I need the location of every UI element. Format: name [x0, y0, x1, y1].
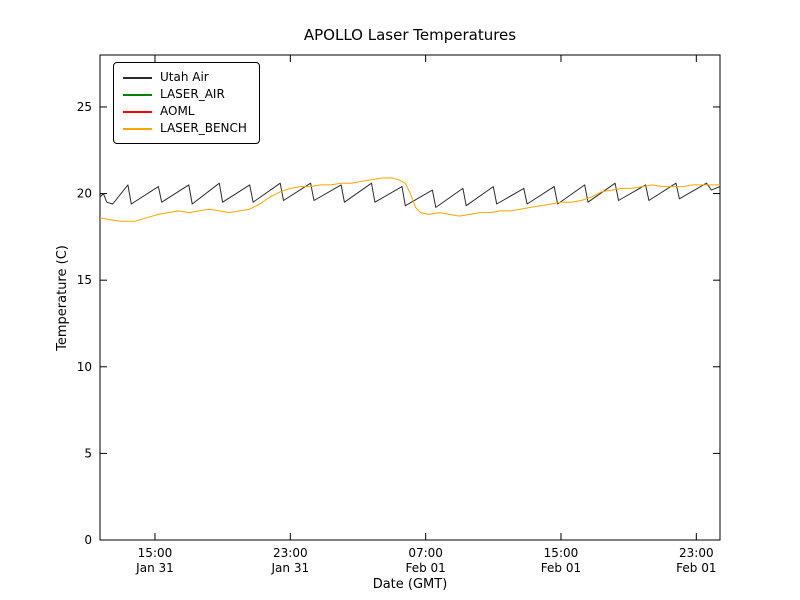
x-tick-time-label: 23:00: [273, 546, 308, 560]
y-tick-label: 25: [77, 100, 92, 114]
x-tick-date-label: Jan 31: [271, 561, 310, 575]
legend-line-sample: [123, 127, 152, 130]
x-tick-time-label: 15:00: [138, 546, 173, 560]
legend: Utah Air LASER_AIR AOML LASER_BENCH: [113, 62, 260, 144]
x-axis-label: Date (GMT): [373, 577, 448, 592]
x-tick-time-label: 07:00: [408, 546, 443, 560]
x-tick-time-label: 15:00: [544, 546, 579, 560]
chart-title: APOLLO Laser Temperatures: [304, 26, 516, 44]
y-tick-label: 15: [77, 273, 92, 287]
x-tick-date-label: Feb 01: [676, 561, 716, 575]
x-tick-date-label: Jan 31: [135, 561, 174, 575]
legend-label: AOML: [160, 104, 195, 118]
legend-entry: AOML: [123, 103, 247, 120]
y-tick-label: 0: [84, 533, 92, 547]
y-tick-label: 20: [77, 187, 92, 201]
legend-entry: LASER_BENCH: [123, 120, 247, 137]
legend-entry: LASER_AIR: [123, 86, 247, 103]
series-line-utah-air: [99, 182, 721, 208]
legend-line-sample: [123, 76, 152, 79]
legend-label: LASER_BENCH: [160, 121, 247, 135]
x-tick-date-label: Feb 01: [541, 561, 581, 575]
legend-entry: Utah Air: [123, 69, 247, 86]
series-line-laser-bench: [99, 177, 720, 222]
legend-label: LASER_AIR: [160, 87, 225, 101]
x-tick-time-label: 23:00: [679, 546, 714, 560]
y-tick-label: 5: [84, 446, 92, 460]
y-axis-label: Temperature (C): [55, 245, 70, 352]
series-layer: [99, 177, 721, 222]
y-tick-label: 10: [77, 360, 92, 374]
legend-label: Utah Air: [160, 70, 209, 84]
x-tick-date-label: Feb 01: [405, 561, 445, 575]
legend-line-sample: [123, 110, 152, 113]
legend-line-sample: [123, 93, 152, 96]
plot-border: [99, 54, 721, 541]
